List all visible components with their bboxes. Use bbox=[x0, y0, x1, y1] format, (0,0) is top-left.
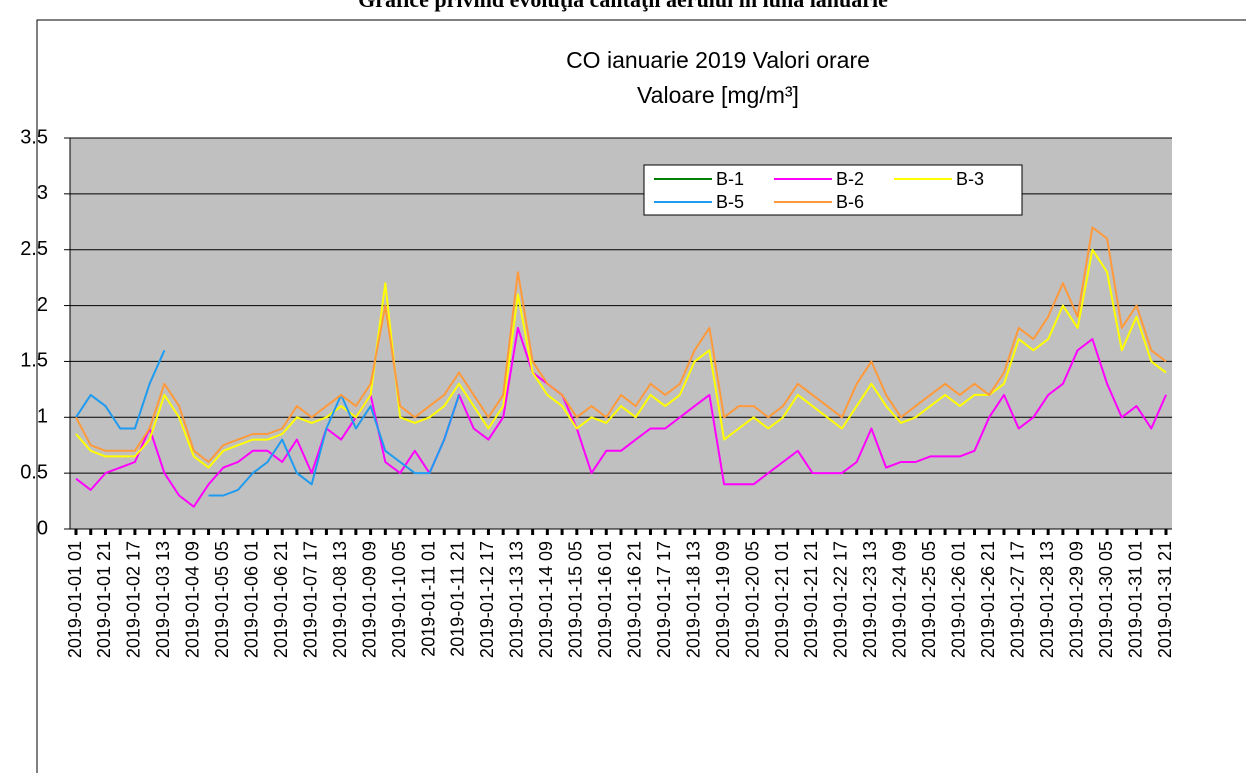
x-tick-label: 2019-01-20 05 bbox=[742, 541, 762, 658]
x-tick-label: 2019-01-15 05 bbox=[566, 541, 586, 658]
x-tick-label: 2019-01-02 17 bbox=[124, 541, 144, 658]
x-tick-label: 2019-01-17 17 bbox=[654, 541, 674, 658]
x-tick-label: 2019-01-07 17 bbox=[300, 541, 320, 658]
x-tick-label: 2019-01-30 05 bbox=[1096, 541, 1116, 658]
x-tick-label: 2019-01-05 05 bbox=[212, 541, 232, 658]
y-tick-label: 3 bbox=[37, 182, 48, 204]
x-tick-label: 2019-01-26 21 bbox=[978, 541, 998, 658]
y-tick-label: 1 bbox=[37, 406, 48, 428]
x-tick-label: 2019-01-28 13 bbox=[1037, 541, 1057, 658]
legend-label: B-3 bbox=[956, 169, 984, 189]
legend-label: B-1 bbox=[716, 169, 744, 189]
y-tick-label: 3.5 bbox=[20, 126, 48, 148]
y-tick-label: 0.5 bbox=[20, 461, 48, 483]
y-tick-label: 1.5 bbox=[20, 350, 48, 372]
x-tick-label: 2019-01-21 01 bbox=[772, 541, 792, 658]
x-tick-label: 2019-01-14 09 bbox=[536, 541, 556, 658]
x-tick-label: 2019-01-25 05 bbox=[919, 541, 939, 658]
x-tick-label: 2019-01-29 09 bbox=[1066, 541, 1086, 658]
page-heading: Grafice privind evoluţia calităţii aerul… bbox=[358, 0, 888, 12]
x-tick-label: 2019-01-27 17 bbox=[1007, 541, 1027, 658]
y-tick-label: 0 bbox=[37, 517, 48, 539]
x-tick-label: 2019-01-12 17 bbox=[477, 541, 497, 658]
x-tick-label: 2019-01-11 01 bbox=[418, 541, 438, 657]
x-tick-label: 2019-01-03 13 bbox=[153, 541, 173, 658]
x-tick-label: 2019-01-26 01 bbox=[949, 541, 969, 658]
x-tick-label: 2019-01-09 09 bbox=[359, 541, 379, 658]
x-tick-label: 2019-01-04 09 bbox=[183, 541, 203, 658]
series-line bbox=[75, 226, 1167, 463]
legend-label: B-2 bbox=[836, 169, 864, 189]
y-tick-label: 2 bbox=[37, 294, 48, 316]
x-tick-label: 2019-01-06 21 bbox=[271, 541, 291, 658]
x-tick-label: 2019-01-06 01 bbox=[242, 541, 262, 658]
series-line bbox=[75, 326, 1167, 508]
legend-label: B-5 bbox=[716, 192, 744, 212]
x-tick-label: 2019-01-18 13 bbox=[683, 541, 703, 658]
series-line bbox=[75, 349, 460, 497]
chart-subtitle: Valoare [mg/m³] bbox=[637, 82, 799, 108]
x-tick-label: 2019-01-16 21 bbox=[624, 541, 644, 658]
x-tick-label: 2019-01-31 01 bbox=[1125, 541, 1145, 658]
x-tick-label: 2019-01-31 21 bbox=[1155, 541, 1175, 658]
chart-title: CO ianuarie 2019 Valori orare bbox=[566, 47, 870, 73]
x-tick-label: 2019-01-01 21 bbox=[94, 541, 114, 658]
x-tick-label: 2019-01-11 21 bbox=[448, 541, 468, 657]
legend-box bbox=[643, 164, 1023, 216]
x-tick-label: 2019-01-16 01 bbox=[595, 541, 615, 658]
x-tick-label: 2019-01-13 13 bbox=[507, 541, 527, 658]
legend-label: B-6 bbox=[836, 192, 864, 212]
x-tick-label: 2019-01-08 13 bbox=[330, 541, 350, 658]
x-tick-label: 2019-01-19 09 bbox=[713, 541, 733, 658]
x-tick-label: 2019-01-24 09 bbox=[890, 541, 910, 658]
x-tick-label: 2019-01-23 13 bbox=[860, 541, 880, 658]
x-tick-label: 2019-01-01 01 bbox=[65, 541, 85, 658]
x-tick-label: 2019-01-21 21 bbox=[801, 541, 821, 658]
y-tick-label: 2.5 bbox=[20, 238, 48, 260]
x-tick-label: 2019-01-10 05 bbox=[389, 541, 409, 658]
x-tick-label: 2019-01-22 17 bbox=[831, 541, 851, 658]
series-line bbox=[75, 248, 1167, 469]
